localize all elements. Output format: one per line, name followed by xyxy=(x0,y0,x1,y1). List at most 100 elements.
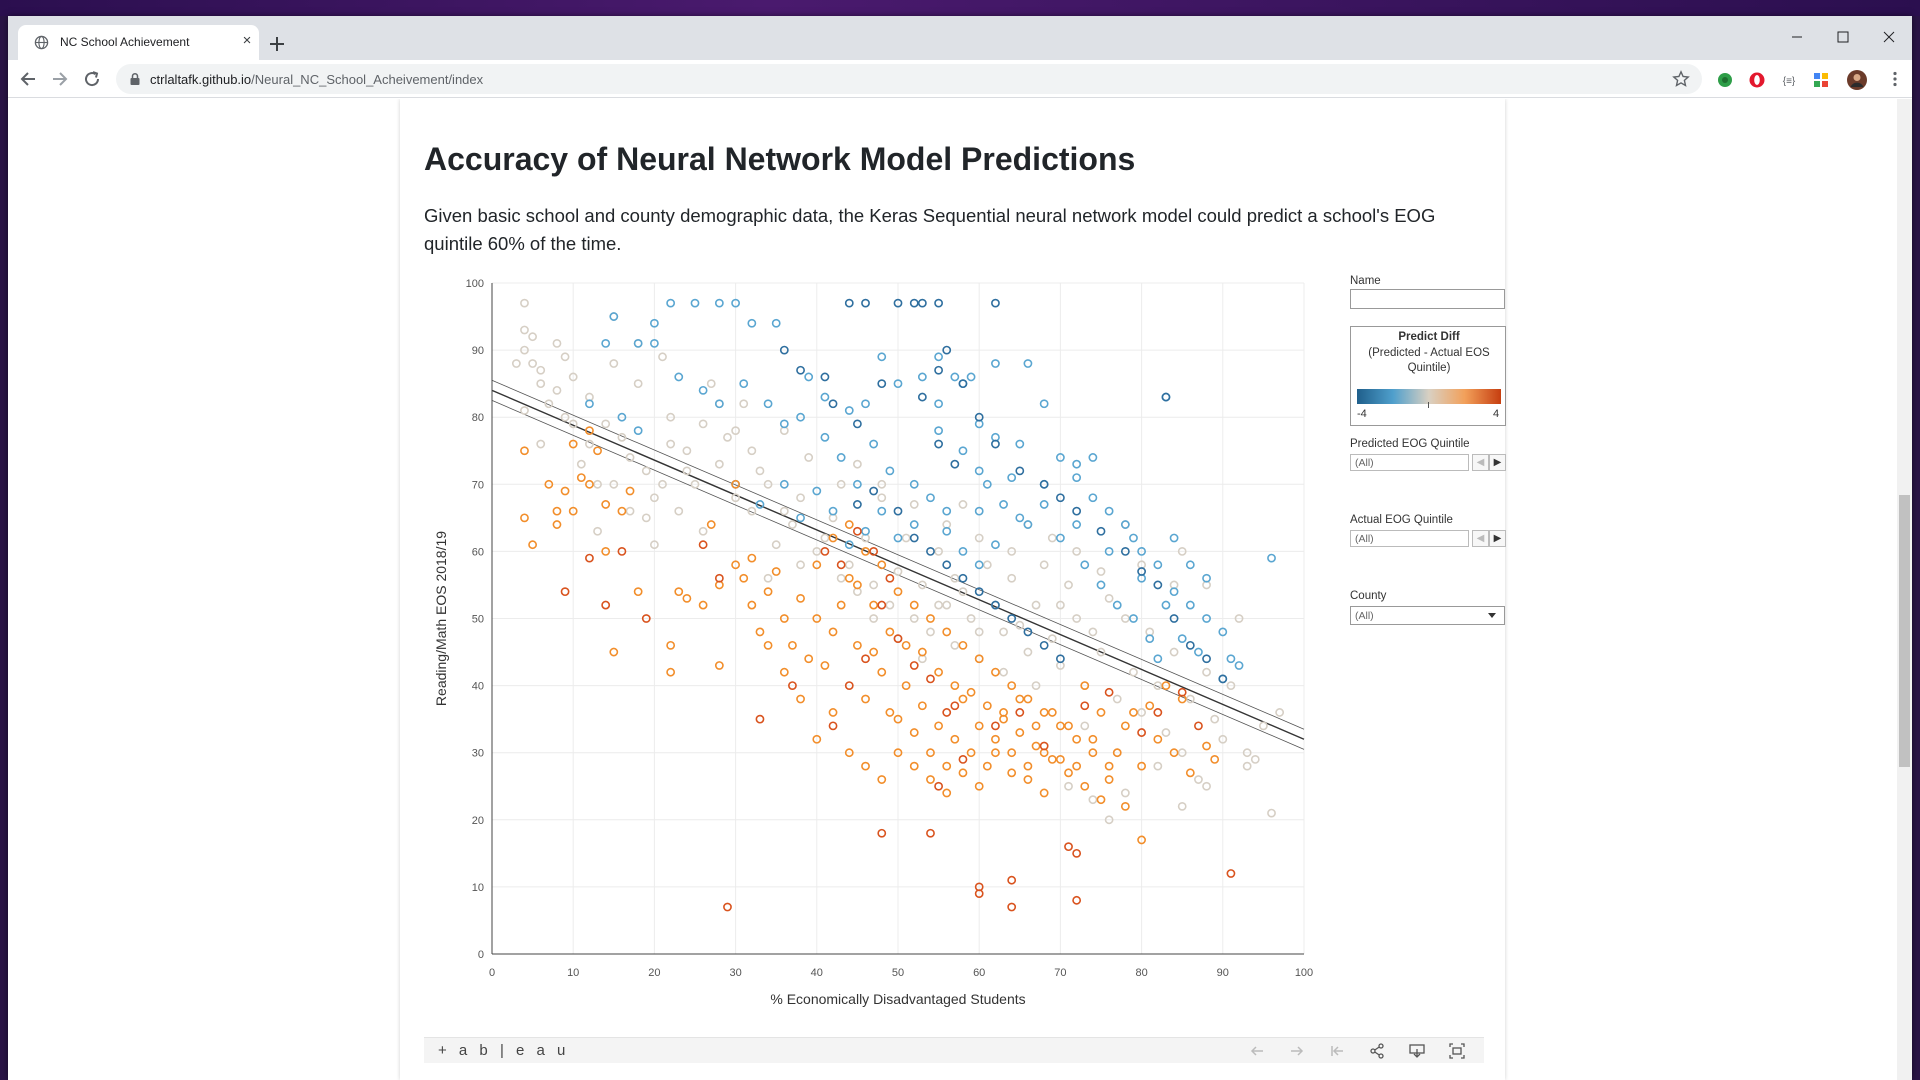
data-point[interactable] xyxy=(991,600,1000,610)
data-point[interactable] xyxy=(901,681,911,690)
data-point[interactable] xyxy=(763,479,773,489)
data-point[interactable] xyxy=(779,614,789,623)
tableau-logo[interactable]: + a b | e a u xyxy=(438,1042,570,1059)
data-point[interactable] xyxy=(1169,748,1179,758)
data-point[interactable] xyxy=(609,359,619,368)
data-point[interactable] xyxy=(666,640,676,650)
data-point[interactable] xyxy=(861,761,870,771)
data-point[interactable] xyxy=(763,587,773,597)
data-point[interactable] xyxy=(593,479,602,489)
data-point[interactable] xyxy=(909,728,919,737)
data-point[interactable] xyxy=(1072,848,1082,858)
data-point[interactable] xyxy=(1088,748,1098,758)
data-point[interactable] xyxy=(950,640,960,650)
data-point[interactable] xyxy=(926,493,935,503)
data-point[interactable] xyxy=(999,714,1008,724)
data-point[interactable] xyxy=(1015,728,1025,737)
data-point[interactable] xyxy=(1080,701,1090,711)
data-point[interactable] xyxy=(1153,681,1163,690)
data-point[interactable] xyxy=(1072,734,1082,744)
data-point[interactable] xyxy=(909,761,919,771)
data-point[interactable] xyxy=(1072,546,1082,556)
data-point[interactable] xyxy=(1153,654,1163,664)
data-point[interactable] xyxy=(585,479,594,489)
data-point[interactable] xyxy=(909,661,919,670)
data-point[interactable] xyxy=(1234,614,1244,623)
data-point[interactable] xyxy=(796,593,805,603)
data-point[interactable] xyxy=(1120,546,1130,556)
data-point[interactable] xyxy=(869,580,879,590)
data-point[interactable] xyxy=(958,694,968,704)
data-point[interactable] xyxy=(926,674,935,684)
data-point[interactable] xyxy=(796,365,805,375)
data-point[interactable] xyxy=(844,560,854,570)
data-point[interactable] xyxy=(1218,674,1228,684)
data-point[interactable] xyxy=(1145,701,1155,711)
data-point[interactable] xyxy=(1153,580,1163,590)
data-point[interactable] xyxy=(893,298,903,308)
data-point[interactable] xyxy=(731,493,740,503)
data-point[interactable] xyxy=(901,640,911,650)
data-point[interactable] xyxy=(1242,761,1252,771)
data-point[interactable] xyxy=(804,654,814,664)
data-point[interactable] xyxy=(917,701,927,711)
data-point[interactable] xyxy=(974,889,984,899)
data-point[interactable] xyxy=(1047,755,1057,764)
data-point[interactable] xyxy=(796,412,805,422)
data-point[interactable] xyxy=(633,338,643,348)
data-point[interactable] xyxy=(820,661,830,670)
data-point[interactable] xyxy=(528,359,537,368)
data-point[interactable] xyxy=(1218,734,1228,744)
chevron-right-icon[interactable]: ▶ xyxy=(1489,530,1506,547)
data-point[interactable] xyxy=(950,701,960,711)
data-point[interactable] xyxy=(1031,741,1041,751)
data-point[interactable] xyxy=(820,533,830,543)
menu-dots-icon[interactable] xyxy=(1886,70,1904,88)
data-point[interactable] xyxy=(1064,721,1073,731)
data-point[interactable] xyxy=(877,479,887,489)
data-point[interactable] xyxy=(601,500,611,509)
data-point[interactable] xyxy=(926,627,935,637)
data-point[interactable] xyxy=(1096,708,1106,717)
new-tab-plus-icon[interactable] xyxy=(263,30,291,58)
data-point[interactable] xyxy=(1039,640,1049,650)
data-point[interactable] xyxy=(1112,748,1122,758)
data-point[interactable] xyxy=(877,560,887,570)
data-point[interactable] xyxy=(917,580,927,590)
data-point[interactable] xyxy=(779,345,789,355)
data-point[interactable] xyxy=(674,506,684,516)
data-point[interactable] xyxy=(796,694,805,704)
data-point[interactable] xyxy=(796,513,805,523)
data-point[interactable] xyxy=(520,406,529,415)
data-point[interactable] xyxy=(861,526,870,536)
data-point[interactable] xyxy=(1007,748,1017,758)
data-point[interactable] xyxy=(1080,560,1090,570)
data-point[interactable] xyxy=(974,466,984,476)
data-point[interactable] xyxy=(982,479,992,489)
data-point[interactable] xyxy=(958,640,968,650)
data-point[interactable] xyxy=(852,500,862,509)
data-point[interactable] xyxy=(836,600,846,610)
data-point[interactable] xyxy=(1153,560,1163,570)
data-point[interactable] xyxy=(771,318,781,328)
data-point[interactable] xyxy=(1112,694,1122,704)
data-point[interactable] xyxy=(1120,721,1130,731)
data-point[interactable] xyxy=(828,721,838,731)
chevron-left-icon[interactable]: ◀ xyxy=(1472,530,1489,547)
data-point[interactable] xyxy=(974,781,984,791)
data-point[interactable] xyxy=(1039,479,1049,489)
data-point[interactable] xyxy=(585,399,594,409)
data-point[interactable] xyxy=(1047,634,1057,644)
forward-arrow-icon[interactable] xyxy=(46,65,74,93)
data-point[interactable] xyxy=(1194,721,1203,731)
data-point[interactable] xyxy=(893,587,903,597)
data-point[interactable] xyxy=(1267,553,1276,563)
data-point[interactable] xyxy=(779,667,789,677)
data-point[interactable] xyxy=(1039,788,1049,798)
county-dropdown[interactable]: (All) xyxy=(1350,606,1505,625)
data-point[interactable] xyxy=(861,694,870,704)
data-point[interactable] xyxy=(958,587,968,597)
data-point[interactable] xyxy=(666,412,676,422)
data-point[interactable] xyxy=(1064,580,1073,590)
data-point[interactable] xyxy=(942,788,952,798)
